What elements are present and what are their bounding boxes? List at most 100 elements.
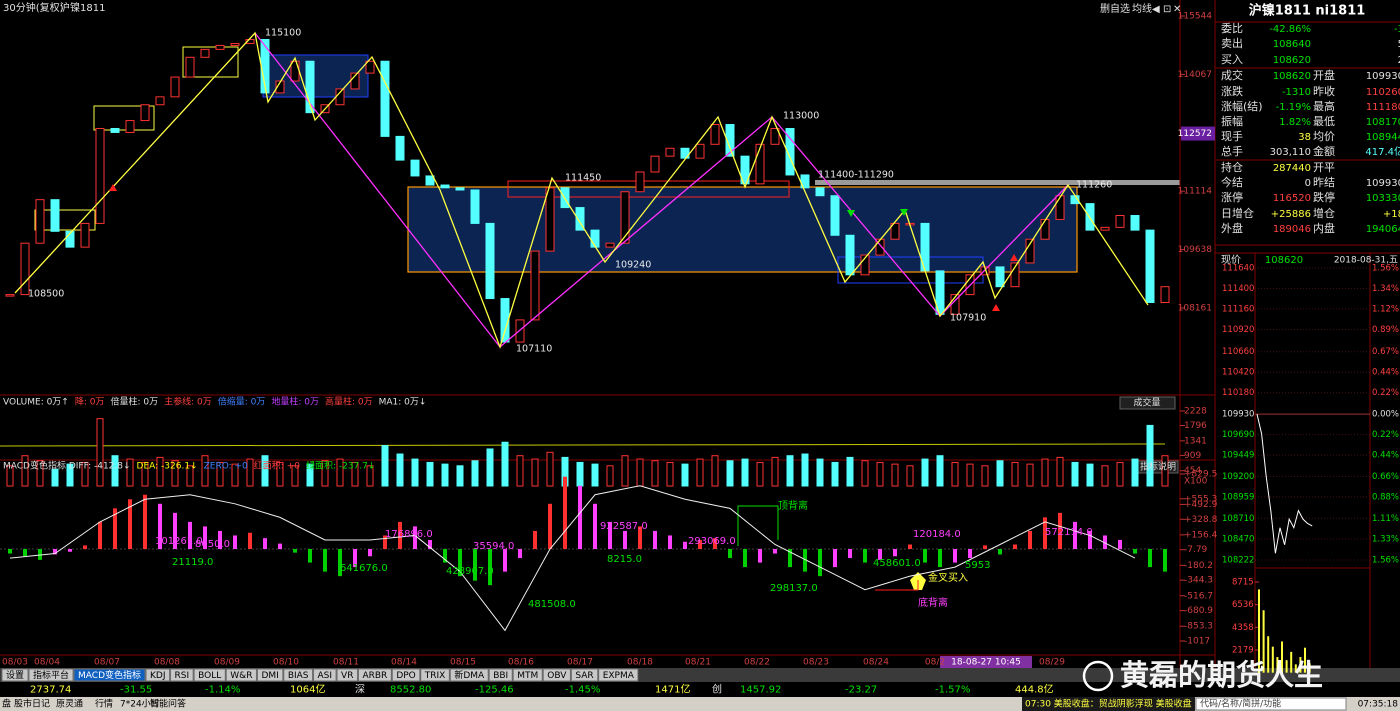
tab[interactable]: RSI: [170, 668, 194, 682]
index-value: -1.57%: [935, 685, 970, 696]
tab[interactable]: W&R: [225, 668, 257, 682]
tab[interactable]: ASI: [313, 668, 337, 682]
intraday-volume-bar: [1276, 657, 1279, 673]
tab[interactable]: VR: [336, 668, 358, 682]
range-box: [507, 180, 790, 198]
candle: [1055, 195, 1065, 220]
x-tick-label: 08/11: [333, 658, 359, 668]
quote-label: 今结: [1221, 175, 1243, 189]
macd-bar: [413, 526, 417, 550]
tab[interactable]: OBV: [542, 668, 571, 682]
toolbar-button[interactable]: 均线: [1132, 2, 1152, 15]
candle: [65, 230, 75, 248]
macd-bar: [353, 549, 357, 568]
status-item[interactable]: 盘: [2, 698, 11, 710]
candle: [110, 127, 120, 133]
y-tick-label: 108222: [1222, 556, 1254, 566]
macd-bar: [533, 530, 537, 550]
volume-bar: [876, 461, 884, 487]
last-price-box: [1181, 126, 1215, 141]
tab[interactable]: DPO: [391, 668, 421, 682]
quote-label: 昨结: [1313, 176, 1335, 189]
volume-bar: [906, 465, 914, 487]
quote-value: 109930: [1366, 71, 1400, 82]
toolbar-button[interactable]: ✕: [1173, 4, 1181, 15]
candle: [605, 242, 615, 248]
status-item[interactable]: 原灵通: [56, 699, 83, 710]
indicator-button[interactable]: [1119, 396, 1176, 410]
intraday-volume-bar: [1271, 646, 1274, 673]
macd-bar: [68, 549, 72, 552]
tab[interactable]: MTM: [512, 668, 543, 682]
tab[interactable]: MACD变色指标: [73, 668, 146, 682]
tab[interactable]: DMI: [256, 668, 284, 682]
pct-tick-label: 0.89%: [1372, 325, 1399, 335]
quote-label: 开盘: [1313, 68, 1335, 82]
tab-bg: [256, 668, 284, 682]
tab-label: SAR: [575, 671, 593, 681]
volume-bar: [951, 461, 959, 487]
volume-bar: [411, 458, 419, 487]
range-box: [34, 209, 96, 231]
macd-bar: [83, 545, 87, 550]
legend-item: 地量柱: 0万: [271, 396, 319, 408]
tab[interactable]: BIAS: [283, 668, 314, 682]
tab[interactable]: BBI: [488, 668, 513, 682]
tab-bg: [357, 668, 392, 682]
quote-value: 287440: [1273, 163, 1311, 174]
candle: [245, 38, 255, 44]
tab[interactable]: SAR: [570, 668, 599, 682]
y-tick-label: 109690: [1222, 430, 1254, 440]
divergence-mark: [875, 580, 919, 591]
toolbar-button[interactable]: ⊡: [1163, 4, 1171, 15]
tab-label: OBV: [547, 671, 567, 681]
search-box[interactable]: [1195, 697, 1347, 711]
candle: [830, 195, 840, 236]
volume-bar: [666, 461, 674, 487]
tab[interactable]: EXPMA: [598, 668, 639, 682]
y-tick-label: 108710: [1222, 514, 1254, 524]
tab[interactable]: TRIX: [420, 668, 450, 682]
tab[interactable]: BOLL: [193, 668, 226, 682]
macd-bar: [1028, 530, 1032, 550]
macd-annotation: 5953: [965, 560, 990, 571]
macd-bar: [1088, 530, 1092, 550]
pct-tick-label: 1.56%: [1372, 264, 1399, 274]
status-item[interactable]: 7*24小时: [120, 698, 160, 710]
status-item[interactable]: 智能问答: [150, 698, 186, 710]
toolbar-button[interactable]: 删自选: [1100, 2, 1130, 15]
volume-bar: [1086, 463, 1094, 487]
tab[interactable]: KDJ: [145, 668, 171, 682]
tab[interactable]: 指标平台: [28, 668, 74, 682]
candle: [5, 294, 15, 297]
y-tick-label: 2179: [1232, 646, 1254, 656]
status-item[interactable]: 行情: [95, 698, 113, 710]
tab[interactable]: 设置: [1, 668, 29, 682]
macd-bar: [1103, 535, 1107, 550]
quote-label: 振幅: [1221, 114, 1243, 128]
macd-bar: [248, 532, 252, 550]
quote-value: +18: [1383, 209, 1400, 220]
candle: [1160, 286, 1170, 304]
tab[interactable]: 新DMA: [449, 668, 489, 682]
candle: [1010, 262, 1020, 288]
toolbar-button[interactable]: ◀: [1152, 4, 1160, 15]
volume-bar: [726, 460, 734, 487]
intraday-volume-bar: [1285, 660, 1288, 673]
quote-value: 108620: [1273, 71, 1311, 82]
volume-bar: [276, 461, 284, 487]
legend-item: ZERO: +0: [204, 462, 248, 472]
macd-bar: [158, 503, 162, 550]
indicator-button-label[interactable]: 成交量: [1133, 397, 1160, 409]
quote-label: 涨跌: [1221, 84, 1243, 98]
quote-label: 昨收: [1313, 84, 1335, 98]
quote-label: 均价: [1313, 130, 1335, 143]
quote-label: 内盘: [1313, 221, 1335, 235]
status-item[interactable]: 股市日记: [14, 698, 50, 710]
indicator-button-label[interactable]: 指标说明: [1140, 461, 1176, 473]
volume-bar: [981, 465, 989, 487]
volume-bar: [786, 455, 794, 487]
tab[interactable]: ARBR: [357, 668, 392, 682]
tab-label: EXPMA: [603, 671, 635, 681]
macd-bar: [398, 521, 402, 550]
